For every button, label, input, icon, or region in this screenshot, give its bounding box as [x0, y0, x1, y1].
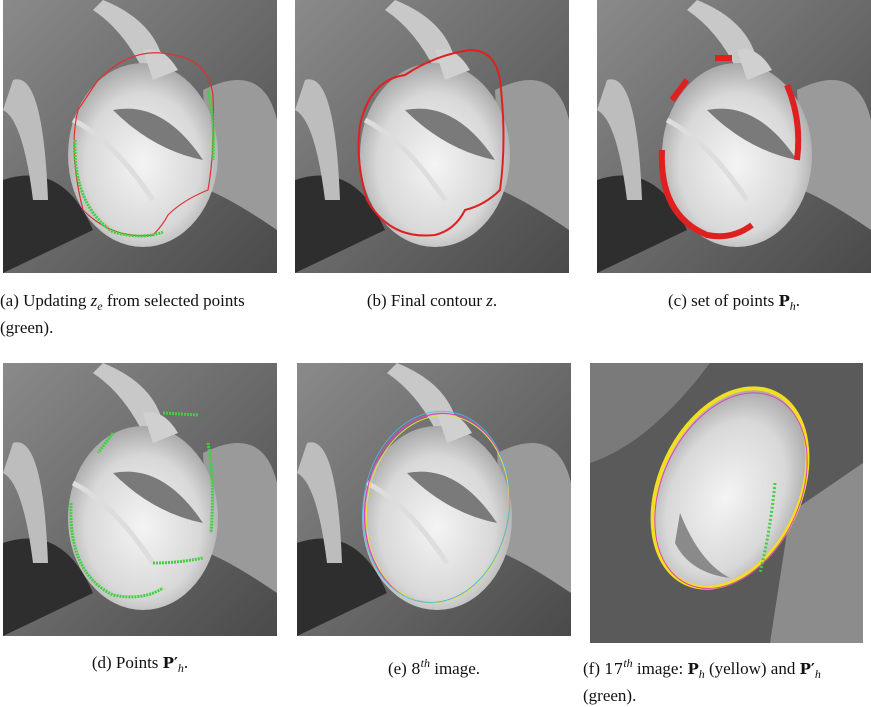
caption-text: (b) Final contour	[367, 291, 486, 310]
caption-a: (a) Updating ze from selected points (gr…	[0, 290, 282, 339]
page: (a) Updating ze from selected points (gr…	[0, 0, 871, 697]
caption-b: (b) Final contour z.	[295, 290, 569, 312]
math: P′	[800, 660, 815, 678]
caption-c: (c) set of points Ph.	[597, 290, 871, 317]
caption-f: (f) 17th image: Ph (yellow) and P′h (gre…	[583, 652, 869, 707]
caption-e: (e) 8th image.	[297, 652, 571, 680]
math: 17	[604, 660, 623, 678]
caption-text: image.	[430, 659, 480, 678]
caption-text: (c) set of points	[668, 291, 778, 310]
math: P	[778, 292, 789, 310]
caption-text: (yellow) and	[705, 659, 800, 678]
math-sub: h	[815, 667, 821, 681]
math: z	[486, 291, 493, 310]
caption-text: .	[184, 653, 188, 672]
caption-text: .	[796, 291, 800, 310]
caption-text: (f)	[583, 659, 604, 678]
math-sup: th	[623, 656, 632, 670]
caption-text: (e)	[388, 659, 411, 678]
image-e	[297, 363, 571, 636]
caption-text: (green).	[583, 686, 636, 705]
math: 8	[411, 660, 421, 678]
math: P′	[163, 654, 178, 672]
caption-d: (d) Points P′h.	[3, 652, 277, 679]
caption-text: image:	[633, 659, 688, 678]
math: P	[687, 660, 698, 678]
image-a	[3, 0, 277, 273]
caption-text: (a) Updating	[0, 291, 91, 310]
caption-text: .	[493, 291, 497, 310]
image-d	[3, 363, 277, 636]
math-sup: th	[421, 656, 430, 670]
image-b	[295, 0, 569, 273]
image-f	[590, 363, 863, 643]
caption-text: (d) Points	[92, 653, 163, 672]
image-c	[597, 0, 871, 273]
